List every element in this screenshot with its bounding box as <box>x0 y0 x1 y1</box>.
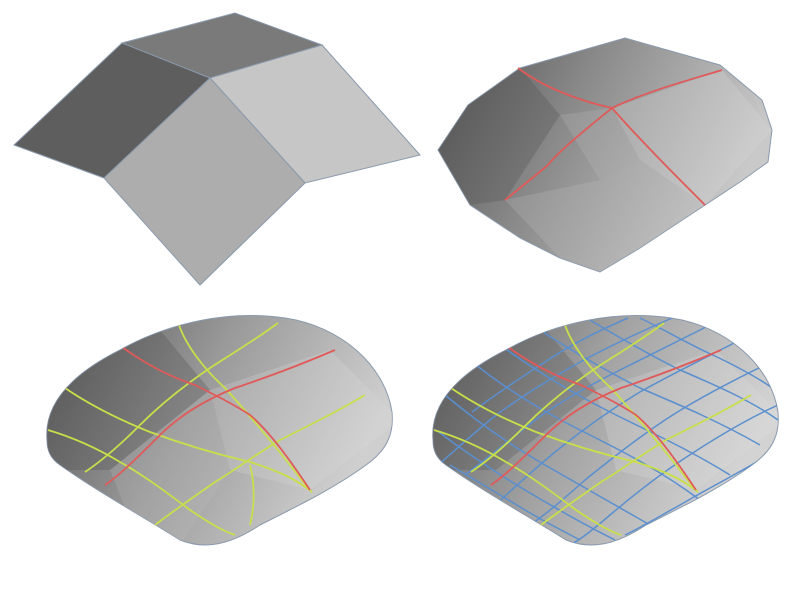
panel-control-mesh <box>13 12 421 286</box>
edges-level-2-red <box>104 346 336 491</box>
panel-subdivision-level-3 <box>432 315 779 546</box>
edges-level-1 <box>504 67 723 206</box>
panel-subdivision-level-1 <box>437 37 773 273</box>
panel-subdivision-level-2 <box>46 315 393 546</box>
face-front <box>103 77 306 286</box>
edges-level-3-blue <box>435 317 779 545</box>
edges-level-3-red <box>490 346 722 491</box>
edges-level-2-yellow <box>47 321 366 536</box>
facet-shading-level-1 <box>438 68 772 272</box>
edges-level-3-yellow <box>433 321 752 536</box>
surface-level-1 <box>437 37 773 273</box>
